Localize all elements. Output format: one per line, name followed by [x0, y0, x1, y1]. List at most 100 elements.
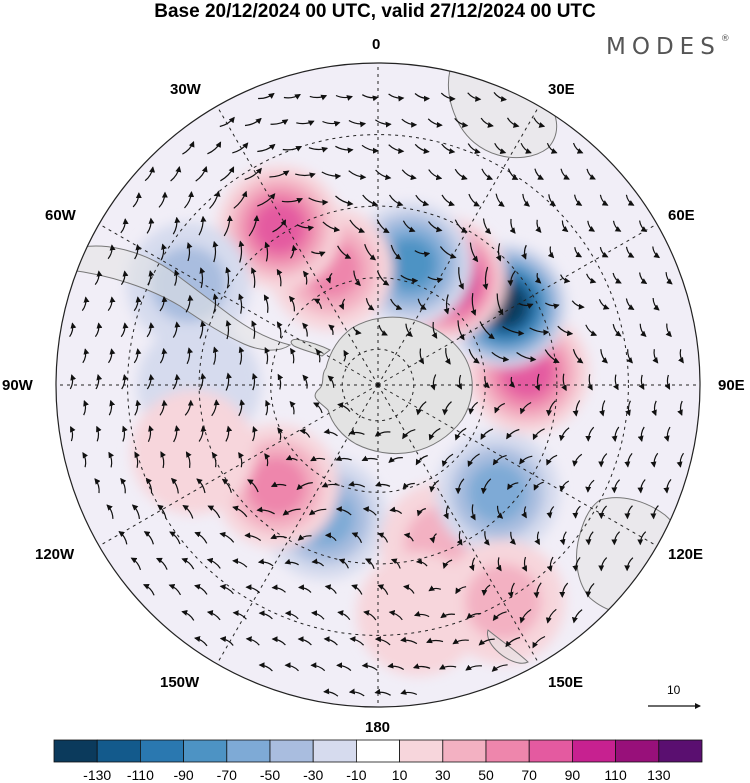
wind-vector	[519, 455, 533, 465]
wind-vector	[69, 322, 77, 338]
wind-vector	[296, 482, 313, 491]
anomaly-blob-12	[131, 390, 256, 515]
wind-vector	[443, 505, 449, 520]
wind-vector	[297, 636, 312, 646]
colorbar-swatch	[615, 739, 660, 763]
wind-vector	[637, 531, 647, 546]
colorbar-swatch	[528, 739, 573, 763]
wind-vector	[276, 321, 283, 338]
wind-vector	[574, 247, 583, 258]
wind-vector	[663, 479, 672, 494]
wind-vector	[560, 274, 571, 284]
wind-vector	[238, 451, 244, 468]
wind-vector	[352, 326, 362, 336]
wind-vector	[534, 168, 544, 180]
wind-vector	[403, 532, 414, 542]
wind-vector	[612, 272, 622, 284]
wind-vector	[282, 508, 301, 516]
wind-vector	[401, 118, 418, 128]
wind-vector	[322, 120, 341, 127]
wind-vector	[412, 663, 431, 669]
meridian-line	[216, 105, 379, 386]
wind-vector	[232, 610, 247, 620]
wind-vector	[335, 506, 352, 516]
meridian-line	[377, 105, 540, 386]
wind-vector	[624, 557, 634, 572]
wind-vector	[325, 272, 333, 284]
wind-vector	[467, 143, 481, 155]
wind-vector	[70, 426, 76, 442]
wind-vector	[546, 506, 555, 519]
wind-vector	[272, 219, 287, 233]
colorbar-tick-label: -50	[259, 767, 281, 783]
wind-vector	[415, 401, 427, 416]
wind-vector	[338, 558, 349, 569]
wind-vector	[664, 374, 671, 390]
wind-vector	[374, 636, 391, 646]
wind-vector	[108, 399, 116, 416]
wind-vector	[544, 349, 560, 363]
wind-vector	[82, 451, 89, 468]
colorbar-swatch	[355, 739, 400, 763]
wind-vector	[624, 505, 633, 520]
wind-vector	[225, 266, 232, 289]
wind-vector	[426, 637, 444, 644]
wind-vector	[220, 166, 235, 182]
wind-vector	[251, 267, 257, 288]
wind-vector	[480, 428, 494, 440]
lon-label-30e: 30E	[548, 81, 575, 98]
wind-vector	[598, 505, 608, 520]
wind-vector	[429, 479, 440, 493]
colorbar-tick-label: 30	[435, 767, 451, 783]
wind-vector	[612, 374, 619, 391]
wind-vector	[652, 246, 661, 259]
wind-vector	[598, 557, 608, 572]
wind-vector	[507, 482, 519, 491]
wind-vector	[454, 219, 468, 233]
wind-vector	[199, 320, 207, 339]
wind-vector	[452, 638, 469, 645]
wind-vector	[482, 218, 492, 235]
wind-vector	[232, 505, 248, 518]
wind-vector	[522, 193, 530, 207]
wind-vector	[276, 268, 283, 287]
wind-vector	[443, 294, 450, 315]
wind-vector	[257, 558, 274, 567]
wind-vector	[361, 94, 379, 102]
wind-vector	[402, 220, 416, 233]
wind-vector	[611, 426, 620, 442]
wind-vector	[83, 399, 89, 416]
lon-label-150e: 150E	[548, 674, 584, 691]
wind-vector	[495, 243, 502, 262]
wind-vector	[572, 400, 581, 417]
wind-vector	[244, 167, 262, 181]
wind-vector	[375, 169, 392, 181]
anomaly-blob-7	[384, 238, 437, 290]
wind-vector	[120, 477, 127, 494]
wind-vector	[181, 609, 195, 621]
wind-vector	[221, 478, 232, 493]
wind-vector	[225, 425, 233, 442]
wind-vector	[557, 325, 574, 337]
anomaly-blob-3	[467, 462, 528, 523]
wind-vector	[248, 215, 260, 237]
wind-vector	[302, 322, 309, 337]
wind-vector	[534, 531, 540, 546]
wind-vector	[521, 244, 527, 260]
wind-vector	[585, 426, 595, 442]
meridian-line	[377, 384, 540, 665]
wind-vector	[269, 170, 290, 178]
wind-vector	[264, 347, 271, 365]
wind-vector	[120, 322, 129, 338]
wind-vector	[492, 611, 507, 622]
colorbar-swatch	[399, 739, 444, 763]
wind-vector	[626, 349, 633, 364]
wind-vector	[467, 92, 482, 102]
wind-vector	[323, 636, 338, 646]
wind-vector	[478, 638, 495, 646]
wind-vector	[132, 192, 142, 208]
wind-vector	[415, 194, 430, 207]
wind-vectors	[69, 92, 684, 697]
colorbar-tick-label: 110	[604, 767, 627, 783]
wind-vector	[324, 584, 337, 594]
